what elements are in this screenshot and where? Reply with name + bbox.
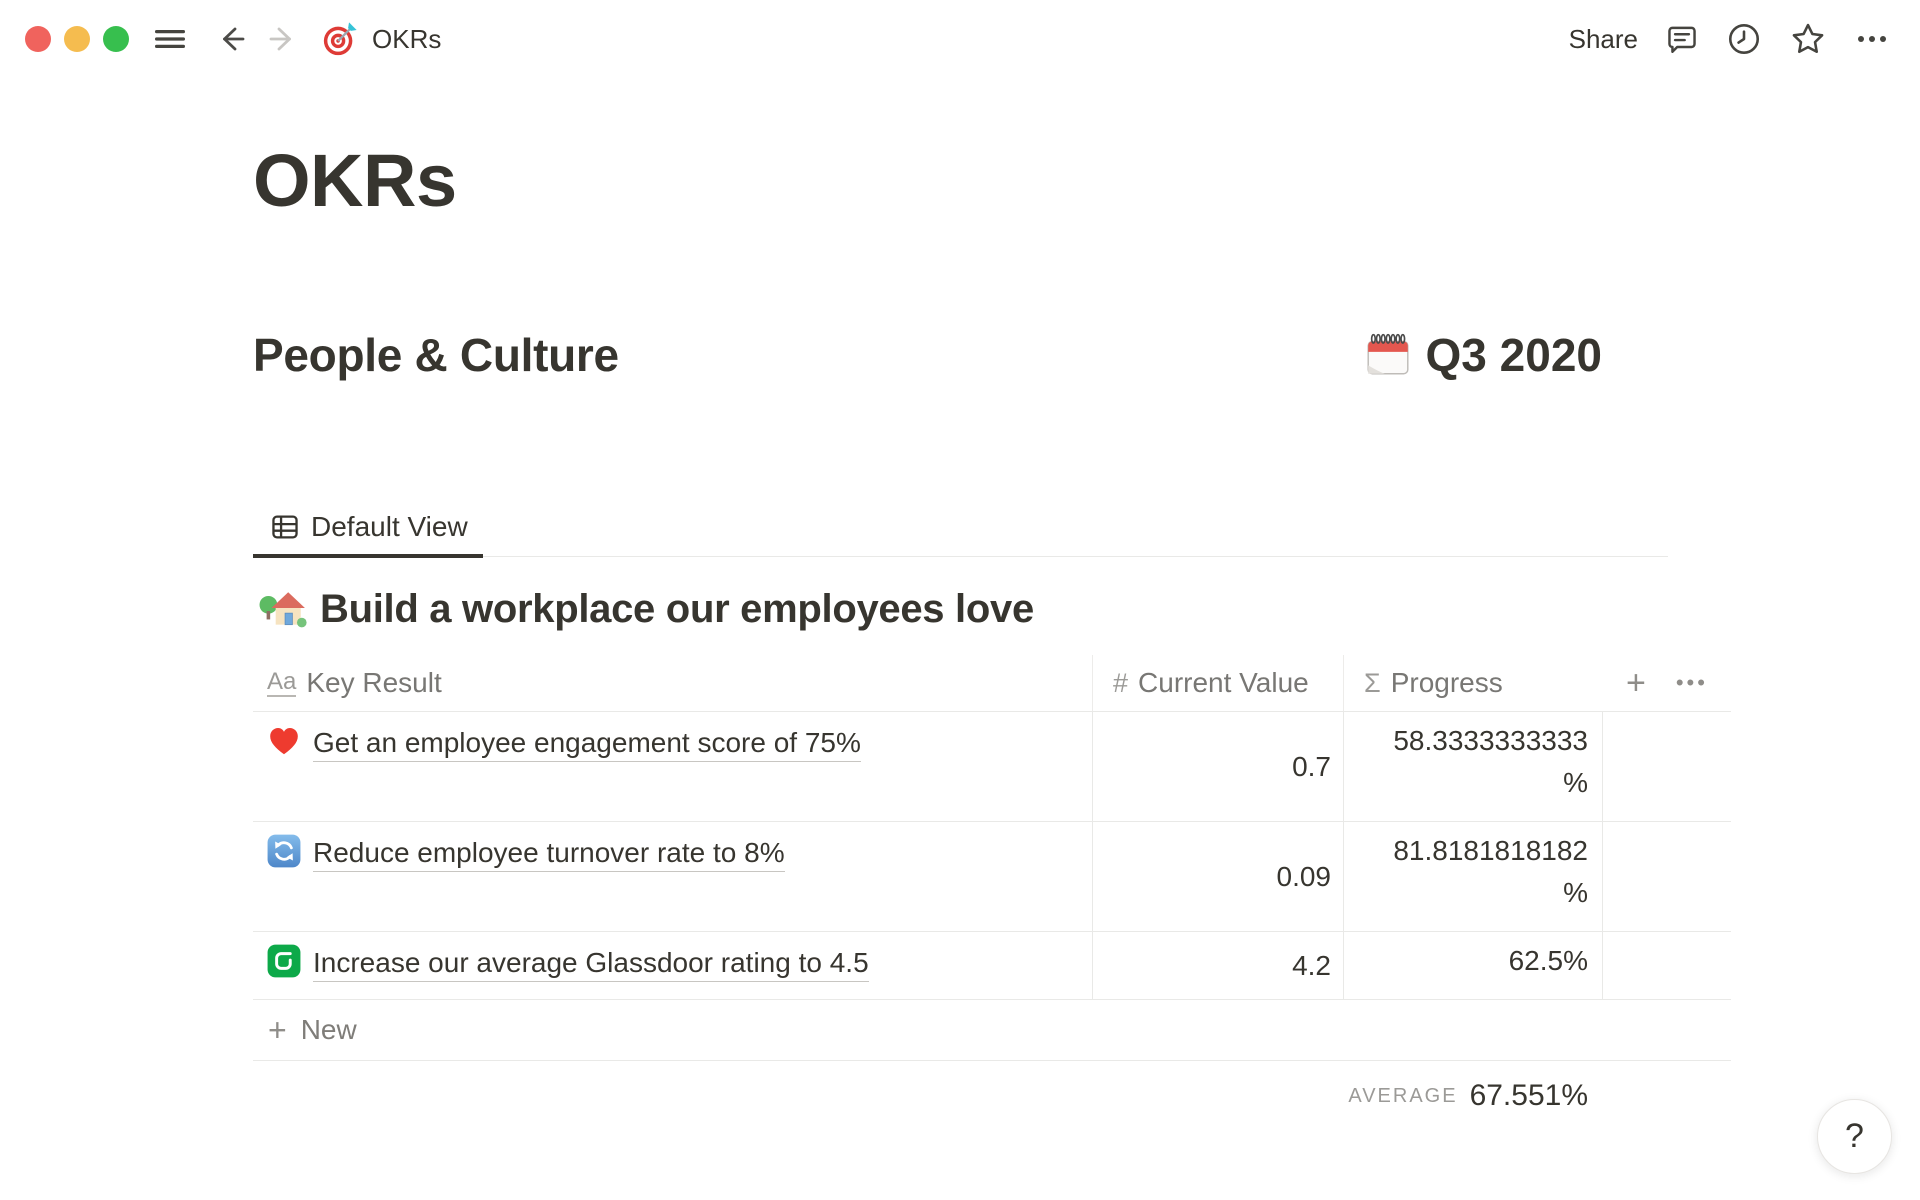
back-arrow-icon	[223, 27, 245, 51]
column-header-progress[interactable]: Σ Progress	[1343, 655, 1602, 711]
empty-cell	[1602, 932, 1731, 999]
table-footer[interactable]: AVERAGE 67.551%	[253, 1061, 1602, 1131]
comments-button[interactable]	[1665, 22, 1699, 56]
table-row: Increase our average Glassdoor rating to…	[253, 932, 1731, 1000]
current-value: 0.7	[1292, 750, 1331, 782]
column-label: Current Value	[1138, 667, 1309, 698]
current-value: 4.2	[1292, 949, 1331, 981]
share-button[interactable]: Share	[1568, 23, 1638, 54]
ellipsis-icon	[1858, 36, 1886, 42]
star-icon	[1792, 23, 1824, 54]
key-result-title[interactable]: Reduce employee turnover rate to 8%	[313, 835, 785, 872]
comment-icon	[1668, 26, 1696, 53]
group-heading-label: Build a workplace our employees love	[320, 586, 1034, 631]
table-header-actions: + •••	[1602, 655, 1731, 711]
tab-label: Default View	[311, 510, 468, 542]
new-row-label: New	[300, 1014, 357, 1045]
view-tabs: Default View	[253, 499, 1668, 558]
forward-arrow-icon	[269, 27, 291, 51]
empty-cell	[1602, 822, 1731, 931]
more-options-button[interactable]	[1854, 22, 1890, 56]
column-header-current-value[interactable]: # Current Value	[1092, 655, 1343, 711]
key-result-title[interactable]: Increase our average Glassdoor rating to…	[313, 945, 869, 982]
table-header-row: Aa Key Result # Current Value Σ Progress…	[253, 655, 1731, 712]
column-label: Progress	[1390, 667, 1503, 698]
progress-value: 58.3333333333	[1393, 725, 1588, 756]
progress-cell: 81.8181818182 %	[1343, 822, 1602, 931]
glassdoor-icon	[267, 944, 301, 978]
okr-table: Aa Key Result # Current Value Σ Progress…	[253, 655, 1731, 1131]
window-minimize-button[interactable]	[64, 26, 90, 52]
table-view-icon	[272, 514, 298, 539]
table-options-button[interactable]: •••	[1675, 670, 1708, 695]
breadcrumb-label: OKRs	[372, 23, 442, 54]
window-controls	[25, 26, 129, 52]
tab-default-view[interactable]: Default View	[253, 499, 483, 558]
page-content: OKRs People & Culture Q3 2020	[253, 0, 1731, 1200]
current-value-cell[interactable]: 0.7	[1092, 712, 1343, 821]
column-header-key-result[interactable]: Aa Key Result	[253, 655, 1092, 711]
back-button[interactable]	[215, 22, 249, 56]
formula-property-icon: Σ	[1364, 667, 1381, 698]
clock-icon	[1728, 23, 1760, 55]
favorite-button[interactable]	[1789, 20, 1827, 58]
empty-cell	[1602, 712, 1731, 821]
progress-value: 62.5%	[1508, 945, 1588, 976]
current-value: 0.09	[1276, 860, 1332, 892]
target-icon	[323, 22, 357, 56]
quarter-property[interactable]: Q3 2020	[1363, 328, 1602, 382]
house-icon	[259, 592, 307, 628]
sidebar-menu-button[interactable]	[153, 24, 187, 54]
table-row: Reduce employee turnover rate to 8% 0.09…	[253, 822, 1731, 932]
calendar-icon	[1366, 333, 1409, 375]
breadcrumb[interactable]: OKRs	[321, 20, 441, 58]
section-heading[interactable]: People & Culture	[253, 329, 619, 381]
progress-cell: 62.5%	[1343, 932, 1602, 999]
progress-cell: 58.3333333333 %	[1343, 712, 1602, 821]
current-value-cell[interactable]: 0.09	[1092, 822, 1343, 931]
group-heading[interactable]: Build a workplace our employees love	[259, 585, 1034, 633]
window-topbar: OKRs Share	[0, 0, 1920, 78]
plus-icon: +	[268, 1012, 287, 1048]
window-zoom-button[interactable]	[103, 26, 129, 52]
forward-button[interactable]	[265, 22, 299, 56]
key-result-cell[interactable]: Get an employee engagement score of 75%	[253, 712, 1092, 821]
section-header-row: People & Culture Q3 2020	[253, 328, 1602, 382]
number-property-icon: #	[1113, 667, 1129, 698]
column-label: Key Result	[306, 667, 442, 698]
updates-button[interactable]	[1726, 21, 1762, 57]
current-value-cell[interactable]: 4.2	[1092, 932, 1343, 999]
progress-value: 81.8181818182	[1393, 835, 1588, 866]
window-close-button[interactable]	[25, 26, 51, 52]
progress-unit: %	[1563, 767, 1588, 798]
refresh-icon	[267, 834, 301, 868]
key-result-cell[interactable]: Increase our average Glassdoor rating to…	[253, 932, 1092, 999]
key-result-title[interactable]: Get an employee engagement score of 75%	[313, 725, 861, 762]
topbar-actions: Share	[1569, 20, 1890, 58]
key-result-cell[interactable]: Reduce employee turnover rate to 8%	[253, 822, 1092, 931]
add-column-button[interactable]: +	[1626, 664, 1646, 702]
new-row-button[interactable]: + New	[253, 1000, 1731, 1061]
progress-unit: %	[1563, 877, 1588, 908]
average-value: 67.551%	[1469, 1079, 1588, 1112]
quarter-label: Q3 2020	[1425, 329, 1602, 381]
heart-icon	[270, 728, 298, 755]
title-property-icon: Aa	[267, 668, 297, 697]
help-button[interactable]: ?	[1817, 1099, 1892, 1174]
table-row: Get an employee engagement score of 75% …	[253, 712, 1731, 822]
page-title[interactable]: OKRs	[253, 139, 457, 222]
hamburger-icon	[155, 30, 185, 48]
help-icon: ?	[1845, 1117, 1864, 1155]
average-label: AVERAGE	[1348, 1084, 1458, 1107]
